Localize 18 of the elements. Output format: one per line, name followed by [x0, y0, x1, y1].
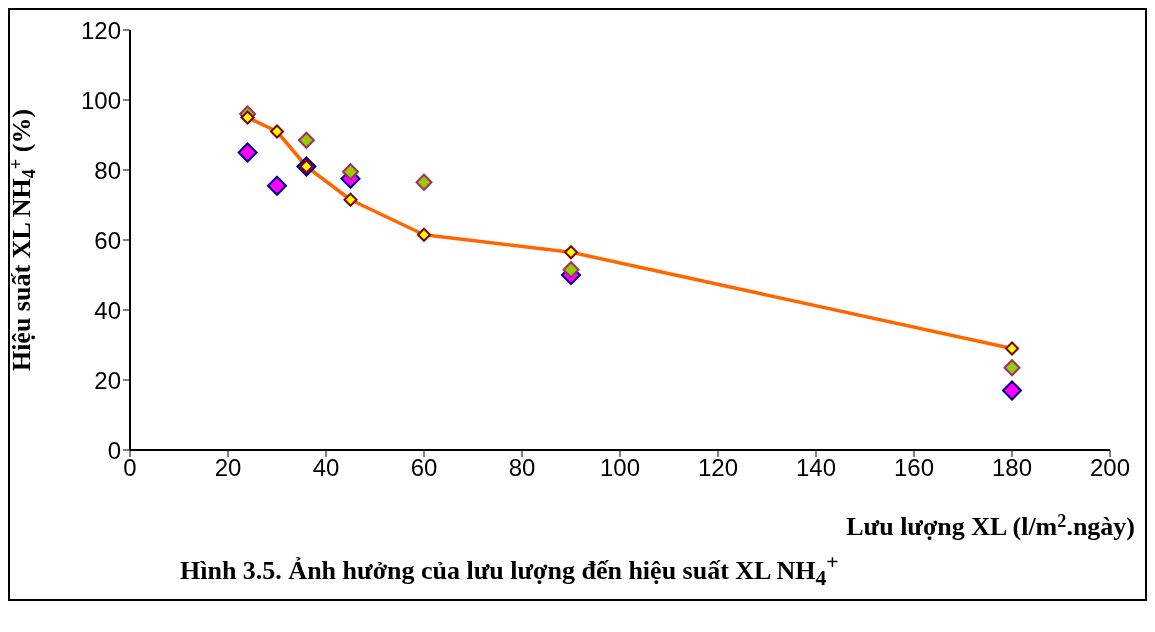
- x-tick-label: 60: [410, 454, 438, 482]
- x-tick-label: 180: [991, 454, 1033, 482]
- x-axis-title: Lưu lượng XL (l/m$^{2}$.ngày): [846, 510, 1135, 541]
- y-tick-label: 20: [94, 366, 121, 394]
- x-tick-label: 140: [795, 454, 837, 482]
- y-tick-label: 120: [80, 16, 121, 44]
- x-tick-label: 200: [1089, 454, 1131, 482]
- x-tick-label: 80: [508, 454, 536, 482]
- x-tick-label: 40: [312, 454, 340, 482]
- y-tick-label: 40: [94, 296, 121, 324]
- x-tick-label: 160: [893, 454, 935, 482]
- x-tick-label: 100: [599, 454, 641, 482]
- y-tick-label: 100: [80, 86, 121, 114]
- x-tick-label: 20: [214, 454, 242, 482]
- y-tick-label: 80: [94, 156, 121, 184]
- x-tick-label: 120: [697, 454, 739, 482]
- y-tick-label: 0: [107, 436, 121, 464]
- y-tick-label: 60: [94, 226, 121, 254]
